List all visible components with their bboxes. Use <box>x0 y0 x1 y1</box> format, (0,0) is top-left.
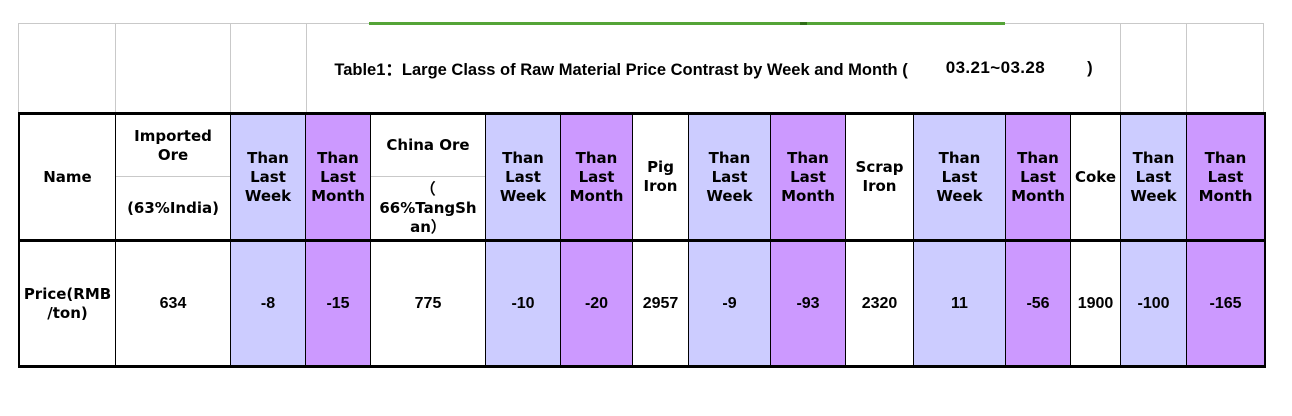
china-ore-month-header: Than Last Month <box>561 115 633 242</box>
china-ore-month-delta: -20 <box>561 242 633 365</box>
table-title-date: 03.21~03.28 <box>945 58 1046 77</box>
imported-ore-week-header: Than Last Week <box>231 115 306 242</box>
imported-ore-month-header: Than Last Month <box>306 115 371 242</box>
gridline <box>1120 24 1121 112</box>
gridline <box>1186 24 1187 112</box>
raw-material-table: Name Imported Ore (63%India) Than Last W… <box>18 112 1266 368</box>
price-row-label: Price(RMB /ton) <box>20 242 116 365</box>
imported-ore-title: Imported Ore <box>116 115 230 177</box>
china-ore-title: China Ore <box>371 115 485 177</box>
imported-ore-price: 634 <box>116 242 231 365</box>
coke-month-header: Than Last Month <box>1187 115 1264 242</box>
gridline <box>230 24 231 112</box>
pig-iron-week-delta: -9 <box>689 242 771 365</box>
table-title-close: ) <box>1087 58 1093 77</box>
sheet: Table1：Large Class of Raw Material Price… <box>18 22 1266 368</box>
pig-iron-header: Pig Iron <box>633 115 689 242</box>
pig-iron-month-delta: -93 <box>771 242 846 365</box>
imported-ore-header: Imported Ore (63%India) <box>116 115 231 242</box>
coke-month-delta: -165 <box>1187 242 1264 365</box>
pig-iron-price: 2957 <box>633 242 689 365</box>
pig-iron-month-header: Than Last Month <box>771 115 846 242</box>
pig-iron-week-header: Than Last Week <box>689 115 771 242</box>
scrap-iron-header: Scrap Iron <box>846 115 914 242</box>
china-ore-header: China Ore （ 66%TangSh an） <box>371 115 486 242</box>
green-accent-dash <box>800 22 807 25</box>
coke-week-delta: -100 <box>1121 242 1187 365</box>
imported-ore-subtitle: (63%India) <box>127 198 219 217</box>
title-row: Table1：Large Class of Raw Material Price… <box>18 22 1264 112</box>
table-title: Table1：Large Class of Raw Material Price… <box>306 24 1121 112</box>
name-header: Name <box>20 115 116 242</box>
gridline <box>115 24 116 112</box>
imported-ore-week-delta: -8 <box>231 242 306 365</box>
green-accent-line <box>369 22 1005 25</box>
china-ore-price: 775 <box>371 242 486 365</box>
coke-price: 1900 <box>1071 242 1121 365</box>
scrap-iron-month-delta: -56 <box>1006 242 1071 365</box>
scrap-iron-price: 2320 <box>846 242 914 365</box>
imported-ore-month-delta: -15 <box>306 242 371 365</box>
coke-header: Coke <box>1071 115 1121 242</box>
scrap-iron-month-header: Than Last Month <box>1006 115 1071 242</box>
gridline <box>306 24 307 112</box>
table-title-text: Table1：Large Class of Raw Material Price… <box>334 61 908 79</box>
china-ore-week-header: Than Last Week <box>486 115 561 242</box>
scrap-iron-week-header: Than Last Week <box>914 115 1006 242</box>
china-ore-week-delta: -10 <box>486 242 561 365</box>
coke-week-header: Than Last Week <box>1121 115 1187 242</box>
scrap-iron-week-delta: 11 <box>914 242 1006 365</box>
china-ore-subtitle: （ 66%TangSh an） <box>379 179 477 236</box>
